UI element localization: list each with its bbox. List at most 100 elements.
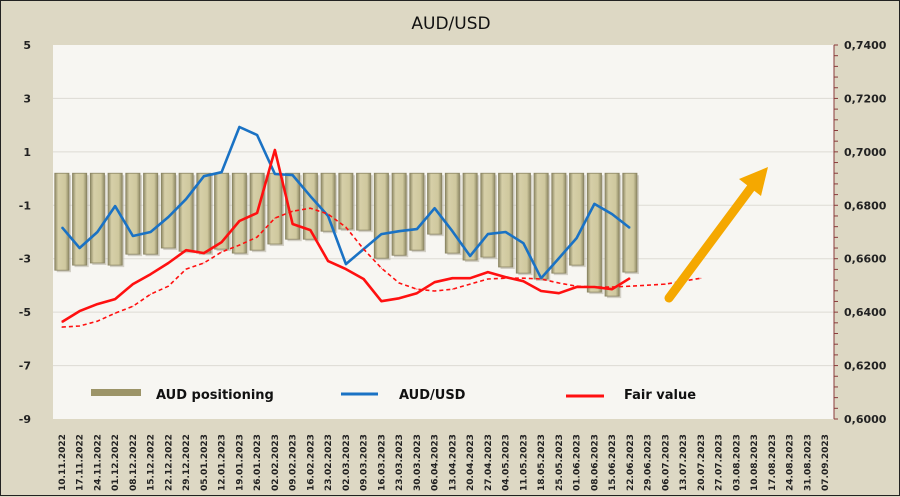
bar-aud-positioning bbox=[285, 172, 301, 240]
bar-aud-positioning bbox=[54, 172, 70, 271]
data-point bbox=[185, 268, 187, 270]
data-point bbox=[611, 286, 613, 288]
data-point bbox=[79, 325, 81, 327]
data-point bbox=[629, 277, 631, 279]
x-tick-label: 01.06.2023 bbox=[573, 434, 583, 491]
x-tick-label: 07.09.2023 bbox=[821, 434, 831, 491]
x-tick-label: 03.08.2023 bbox=[732, 434, 742, 491]
x-tick-label: 13.04.2023 bbox=[448, 434, 458, 491]
bar-aud-positioning bbox=[427, 172, 443, 235]
data-point bbox=[167, 216, 169, 218]
data-point bbox=[540, 277, 542, 279]
bar-aud-positioning bbox=[338, 172, 354, 230]
x-tick-label: 17.08.2023 bbox=[768, 434, 778, 491]
data-point bbox=[221, 171, 223, 173]
data-point bbox=[274, 149, 276, 151]
x-tick-label: 10.11.2022 bbox=[58, 434, 68, 491]
x-tick-label: 26.01.2023 bbox=[253, 434, 263, 491]
right-tick-label: 0,7200 bbox=[844, 92, 887, 105]
data-point bbox=[132, 305, 134, 307]
x-tick-label: 16.03.2023 bbox=[377, 434, 387, 491]
bar-aud-positioning bbox=[107, 172, 123, 266]
data-point bbox=[150, 273, 152, 275]
data-point bbox=[380, 267, 382, 269]
data-point bbox=[487, 233, 489, 235]
data-point bbox=[274, 173, 276, 175]
data-point bbox=[363, 248, 365, 250]
bar-aud-positioning bbox=[72, 172, 88, 266]
left-tick-label: -9 bbox=[19, 413, 31, 426]
data-point bbox=[150, 293, 152, 295]
x-tick-label: 12.01.2023 bbox=[218, 434, 228, 491]
x-tick-label: 27.07.2023 bbox=[715, 434, 725, 491]
data-point bbox=[345, 226, 347, 228]
data-point bbox=[434, 290, 436, 292]
bar-aud-positioning bbox=[356, 172, 372, 231]
data-point bbox=[487, 278, 489, 280]
data-point bbox=[309, 195, 311, 197]
data-point bbox=[292, 223, 294, 225]
x-tick-label: 20.04.2023 bbox=[466, 434, 476, 491]
bar-aud-positioning bbox=[178, 172, 194, 252]
x-tick-label: 17.11.2022 bbox=[76, 434, 86, 491]
x-tick-label: 30.03.2023 bbox=[413, 434, 423, 491]
data-point bbox=[132, 235, 134, 237]
x-tick-label: 08.12.2022 bbox=[129, 434, 139, 491]
data-point bbox=[221, 251, 223, 253]
x-tick-label: 16.02.2023 bbox=[306, 434, 316, 491]
data-point bbox=[398, 230, 400, 232]
x-tick-label: 02.02.2023 bbox=[271, 434, 281, 491]
left-tick-label: 1 bbox=[23, 146, 31, 159]
x-tick-label: 04.05.2023 bbox=[502, 434, 512, 491]
data-point bbox=[96, 320, 98, 322]
data-point bbox=[416, 288, 418, 290]
bar-aud-positioning bbox=[373, 172, 389, 259]
data-point bbox=[114, 312, 116, 314]
data-point bbox=[345, 263, 347, 265]
x-tick-label: 13.07.2023 bbox=[679, 434, 689, 491]
data-point bbox=[469, 277, 471, 279]
x-tick-label: 09.03.2023 bbox=[360, 434, 370, 491]
right-tick-label: 0,7000 bbox=[844, 146, 887, 159]
data-point bbox=[167, 285, 169, 287]
legend-label-audusd: AUD/USD bbox=[399, 388, 466, 403]
data-point bbox=[238, 244, 240, 246]
data-point bbox=[185, 198, 187, 200]
data-point bbox=[238, 220, 240, 222]
bar-aud-positioning bbox=[196, 172, 212, 254]
data-point bbox=[558, 257, 560, 259]
data-point bbox=[576, 237, 578, 239]
data-point bbox=[309, 229, 311, 231]
legend-label-fair: Fair value bbox=[624, 388, 696, 403]
data-point bbox=[292, 210, 294, 212]
data-point bbox=[167, 262, 169, 264]
left-tick-label: -7 bbox=[19, 360, 31, 373]
bar-aud-positioning bbox=[267, 172, 283, 245]
legend: AUD positioning AUD/USD Fair value bbox=[91, 388, 696, 403]
data-point bbox=[380, 300, 382, 302]
data-point bbox=[327, 215, 329, 217]
data-point bbox=[114, 205, 116, 207]
data-point bbox=[203, 175, 205, 177]
data-point bbox=[664, 283, 666, 285]
x-tick-label: 08.06.2023 bbox=[590, 434, 600, 491]
x-tick-label: 18.05.2023 bbox=[537, 434, 547, 491]
x-tick-label: 24.08.2023 bbox=[786, 434, 796, 491]
bar-aud-positioning bbox=[320, 172, 336, 232]
data-point bbox=[593, 286, 595, 288]
chart-title: AUD/USD bbox=[411, 14, 490, 34]
bar-aud-positioning bbox=[480, 172, 496, 258]
right-tick-label: 0,6400 bbox=[844, 306, 887, 319]
bar-aud-positioning bbox=[231, 172, 247, 254]
data-point bbox=[416, 228, 418, 230]
x-tick-label: 25.05.2023 bbox=[555, 434, 565, 491]
data-point bbox=[398, 297, 400, 299]
data-point bbox=[256, 212, 258, 214]
data-point bbox=[451, 230, 453, 232]
data-point bbox=[629, 285, 631, 287]
data-point bbox=[611, 288, 613, 290]
data-point bbox=[327, 213, 329, 215]
bar-aud-positioning bbox=[498, 172, 514, 268]
data-point bbox=[309, 207, 311, 209]
